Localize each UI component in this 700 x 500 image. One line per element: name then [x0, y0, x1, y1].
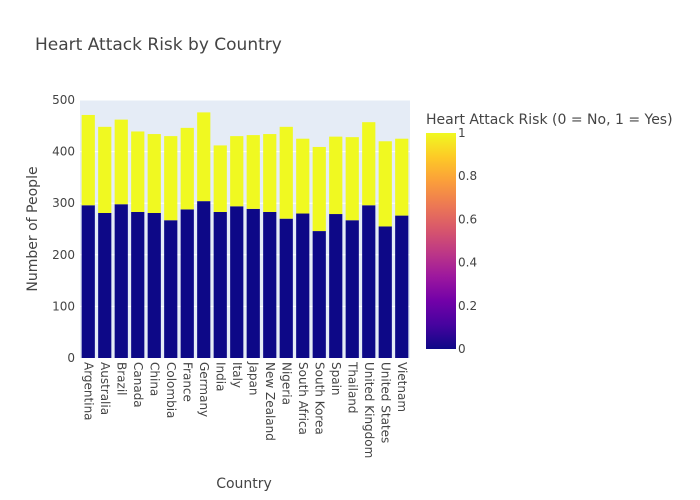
bar-japan-risk-0	[246, 208, 260, 358]
bar-india-risk-0	[213, 211, 227, 358]
bar-south-africa-risk-1	[296, 138, 310, 214]
bar-united-kingdom-risk-0	[362, 205, 376, 358]
bar-argentina-risk-0	[81, 205, 95, 358]
bar-germany-risk-0	[197, 201, 211, 358]
bar-canada-risk-1	[131, 131, 145, 212]
bar-united-states-risk-1	[378, 141, 392, 227]
colorbar-tick-label: 1	[458, 126, 466, 140]
y-tick-label: 500	[52, 93, 75, 107]
bar-france-risk-1	[180, 127, 194, 210]
bar-thailand-risk-0	[345, 220, 359, 358]
y-tick-label: 300	[52, 196, 75, 210]
bar-italy-risk-1	[230, 136, 244, 207]
bar-spain-risk-1	[329, 136, 343, 215]
bar-south-korea-risk-0	[312, 231, 326, 358]
bar-vietnam-risk-0	[395, 215, 409, 358]
y-tick-label: 200	[52, 248, 75, 262]
bar-argentina-risk-1	[81, 114, 95, 206]
x-tick-label: South Korea	[312, 362, 326, 435]
x-tick-label: China	[147, 362, 161, 396]
x-tick-label: Thailand	[345, 361, 359, 414]
y-tick-label: 100	[52, 299, 75, 313]
x-tick-label: South Africa	[296, 362, 310, 435]
y-tick-labels: 0 100 200 300 400 500	[52, 93, 75, 365]
bars	[81, 112, 409, 358]
bar-nigeria-risk-0	[279, 218, 293, 358]
y-axis-title: Number of People	[25, 166, 41, 291]
bar-australia-risk-0	[98, 213, 112, 358]
bar-united-states-risk-0	[378, 226, 392, 358]
bar-thailand-risk-1	[345, 137, 359, 221]
bar-spain-risk-0	[329, 214, 343, 358]
x-tick-label: Italy	[230, 362, 244, 388]
bar-nigeria-risk-1	[279, 126, 293, 219]
colorbar-tick-label: 0.8	[458, 169, 477, 183]
chart-title: Heart Attack Risk by Country	[35, 35, 282, 55]
y-tick-label: 0	[67, 351, 75, 365]
x-tick-label: New Zealand	[263, 362, 277, 441]
colorbar-tick-label: 0.4	[458, 256, 477, 270]
x-axis-title: Country	[216, 476, 272, 492]
colorbar-tick-label: 0.6	[458, 212, 477, 226]
plot-area	[80, 100, 410, 358]
bar-australia-risk-1	[98, 126, 112, 214]
x-tick-label: Brazil	[114, 362, 128, 396]
x-tick-label: Australia	[98, 362, 112, 415]
bar-germany-risk-1	[197, 112, 211, 202]
x-tick-label: Argentina	[81, 362, 95, 421]
bar-south-korea-risk-1	[312, 146, 326, 232]
x-tick-label: United States	[378, 362, 392, 443]
x-tick-label: Colombia	[164, 362, 178, 418]
bar-new-zealand-risk-0	[263, 211, 277, 358]
colorbar-tick-label: 0	[458, 342, 466, 356]
x-tick-label: France	[180, 362, 194, 402]
x-tick-label: Germany	[197, 362, 211, 417]
bar-japan-risk-1	[246, 135, 260, 209]
bar-new-zealand-risk-1	[263, 134, 277, 212]
bar-south-africa-risk-0	[296, 213, 310, 358]
x-tick-label: Japan	[246, 361, 260, 395]
x-tick-label: Vietnam	[395, 362, 409, 412]
bar-vietnam-risk-1	[395, 138, 409, 216]
bar-china-risk-1	[147, 134, 161, 214]
x-tick-label: Canada	[131, 362, 145, 408]
bar-brazil-risk-0	[114, 204, 128, 358]
x-tick-label: United Kingdom	[362, 362, 376, 458]
bar-brazil-risk-1	[114, 119, 128, 205]
y-tick-label: 400	[52, 145, 75, 159]
bar-france-risk-0	[180, 209, 194, 358]
bar-canada-risk-0	[131, 211, 145, 358]
x-tick-label: India	[213, 362, 227, 391]
bar-united-kingdom-risk-1	[362, 122, 376, 206]
bar-italy-risk-0	[230, 206, 244, 358]
bar-india-risk-1	[213, 145, 227, 212]
x-tick-label: Spain	[329, 362, 343, 396]
colorbar-title: Heart Attack Risk (0 = No, 1 = Yes)	[426, 112, 673, 128]
colorbar-tick-labels: 0 0.2 0.4 0.6 0.8 1	[458, 126, 477, 356]
x-tick-label: Nigeria	[279, 362, 293, 405]
bar-colombia-risk-0	[164, 220, 178, 358]
x-tick-labels: Argentina Australia Brazil Canada China Colom…	[81, 361, 409, 458]
colorbar-tick-label: 0.2	[458, 299, 477, 313]
bar-colombia-risk-1	[164, 136, 178, 221]
colorbar	[426, 133, 456, 349]
bar-china-risk-0	[147, 213, 161, 358]
